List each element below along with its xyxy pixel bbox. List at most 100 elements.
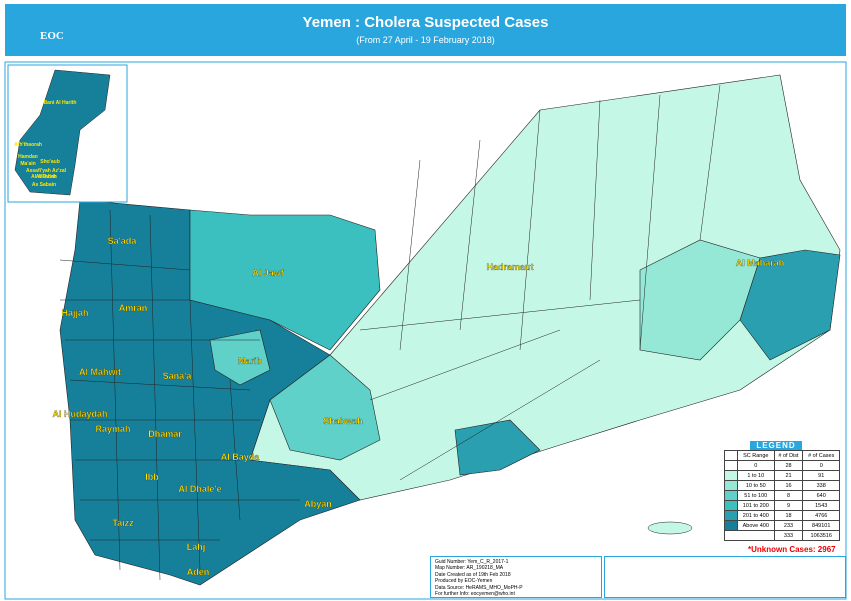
- legend-cell: 101 to 200: [737, 500, 775, 511]
- legend-row: 51 to 100 8 640: [724, 490, 840, 501]
- info-line: Map Number: AR_190218_MA: [435, 565, 504, 572]
- governorate-label: Al Hudaydah: [52, 409, 107, 419]
- governorate-label: Marib: [238, 356, 263, 366]
- legend-swatch: [724, 520, 738, 531]
- legend-cell: 0: [737, 460, 775, 471]
- info-line: Produced by EOC-Yemen: [435, 578, 493, 585]
- legend-column: SC Range: [737, 450, 775, 461]
- legend-header: SC Range # of Dist # of Cases: [724, 450, 840, 461]
- info-line: For further Info: eocyemen@who.int: [435, 591, 515, 598]
- disclaimer-box: [604, 556, 846, 598]
- inset-map: [14, 69, 111, 196]
- inset-label: Ath'thaorah: [14, 142, 42, 148]
- legend-cell: 91: [802, 470, 840, 481]
- inset-label: Ma'ain: [20, 161, 35, 167]
- district-lines: [59, 84, 721, 581]
- info-line: Date Created as of 19th Feb 2018: [435, 571, 511, 578]
- inset-label: Hamdan: [18, 154, 38, 160]
- governorate-label: Lahj: [187, 542, 206, 552]
- legend-total-cell: 1063516: [802, 530, 840, 541]
- legend-cell: 1543: [802, 500, 840, 511]
- info-box: Guid Number: Yem_C_R_2017-1 Map Number: A…: [430, 556, 602, 598]
- region-south: [454, 419, 541, 476]
- legend-title: LEGEND: [750, 441, 802, 450]
- governorate-label: Al Maharah: [736, 258, 785, 268]
- legend-row: 101 to 200 9 1543: [724, 500, 840, 511]
- legend-cell: Above 400: [737, 520, 775, 531]
- title: Yemen : Cholera Suspected Cases: [302, 14, 549, 31]
- governorate-label: Hadramaut: [486, 262, 533, 272]
- legend-row: Above 400 233 849101: [724, 520, 840, 531]
- governorate-label: Sa'ada: [108, 236, 138, 246]
- governorate-label: Al Dhale'e: [178, 484, 221, 494]
- inset-label: Al Wahdah: [31, 174, 57, 180]
- legend-swatch: [724, 510, 738, 521]
- governorate-label: Raymah: [95, 424, 130, 434]
- legend-cell: 9: [773, 500, 804, 511]
- legend-table: SC Range # of Dist # of Cases 0 28 0 1 to 10 21…: [724, 450, 840, 541]
- governorate-label: Sana'a: [163, 371, 193, 381]
- inset-label: As Sabain: [32, 182, 56, 188]
- inset-label: At Tahrir: [36, 174, 57, 180]
- socotra: [647, 521, 693, 535]
- legend-swatch: [724, 490, 738, 501]
- inset-label: Assafi'yah Az'zal: [26, 168, 67, 174]
- info-line: Guid Number: Yem_C_R_2017-1: [435, 559, 509, 565]
- legend-cell: 233: [773, 520, 804, 531]
- legend-swatch: [724, 470, 738, 481]
- region-jawf: [189, 209, 381, 351]
- legend-cell: 28: [773, 460, 804, 471]
- legend-cell: 18: [773, 510, 804, 521]
- region-shabwah: [269, 354, 381, 461]
- legend-cell: 338: [802, 480, 840, 491]
- legend-cell: 201 to 400: [737, 510, 775, 521]
- governorate-label: Al Mahwit: [79, 367, 121, 377]
- governorate-label: Abyan: [304, 499, 332, 509]
- region-marib: [209, 329, 271, 386]
- legend-swatch: [724, 480, 738, 491]
- legend: LEGEND SC Range # of Dist # of Cases 0 28 0 1 …: [724, 441, 840, 541]
- legend-column: # of Cases: [802, 450, 840, 461]
- governorate-label: Taizz: [112, 518, 134, 528]
- legend-swatch: [724, 460, 738, 471]
- governorate-label: Aden: [187, 567, 210, 577]
- info-line: Data Source: HeRAMS_MHO_MoPH-P: [435, 584, 523, 591]
- legend-swatch-header: [724, 450, 738, 461]
- governorate-label: Hajjah: [61, 308, 88, 318]
- legend-column: # of Dist: [773, 450, 804, 461]
- unknown-cases: *Unknown Cases: 2967: [748, 545, 836, 554]
- subtitle: (From 27 April - 19 February 2018): [356, 35, 495, 45]
- legend-cell: 21: [773, 470, 804, 481]
- legend-cell: 849101: [802, 520, 840, 531]
- legend-cell: 0: [802, 460, 840, 471]
- legend-cell: 4766: [802, 510, 840, 521]
- inset-label: Sho'aub: [40, 159, 60, 165]
- governorate-label: Al Bayda: [221, 452, 261, 462]
- legend-cell: 8: [773, 490, 804, 501]
- legend-cell: 1 to 10: [737, 470, 775, 481]
- legend-total-cell: 333: [773, 530, 804, 541]
- governorate-label: Dhamar: [148, 429, 182, 439]
- governorate-label: Shabwah: [323, 416, 363, 426]
- legend-cell: 16: [773, 480, 804, 491]
- logo: EOC: [40, 30, 64, 42]
- governorate-label: Al Jawf: [252, 268, 285, 278]
- legend-row: 10 to 50 16 338: [724, 480, 840, 491]
- legend-total: 333 1063516: [724, 530, 840, 541]
- legend-empty: [724, 530, 775, 541]
- legend-cell: 10 to 50: [737, 480, 775, 491]
- inset-label: Bani Al Harith: [44, 100, 77, 106]
- legend-cell: 640: [802, 490, 840, 501]
- legend-row: 201 to 400 18 4766: [724, 510, 840, 521]
- legend-row: 0 28 0: [724, 460, 840, 471]
- governorate-label: Amran: [119, 303, 148, 313]
- legend-cell: 51 to 100: [737, 490, 775, 501]
- map-frame: [4, 61, 847, 600]
- legend-swatch: [724, 500, 738, 511]
- labels: Sa'ada Al Jawf Hajjah Amran Hadramaut Al Maha…: [14, 100, 784, 577]
- header: Yemen : Cholera Suspected Cases (From 27…: [5, 4, 846, 56]
- legend-row: 1 to 10 21 91: [724, 470, 840, 481]
- governorate-label: Ibb: [145, 472, 159, 482]
